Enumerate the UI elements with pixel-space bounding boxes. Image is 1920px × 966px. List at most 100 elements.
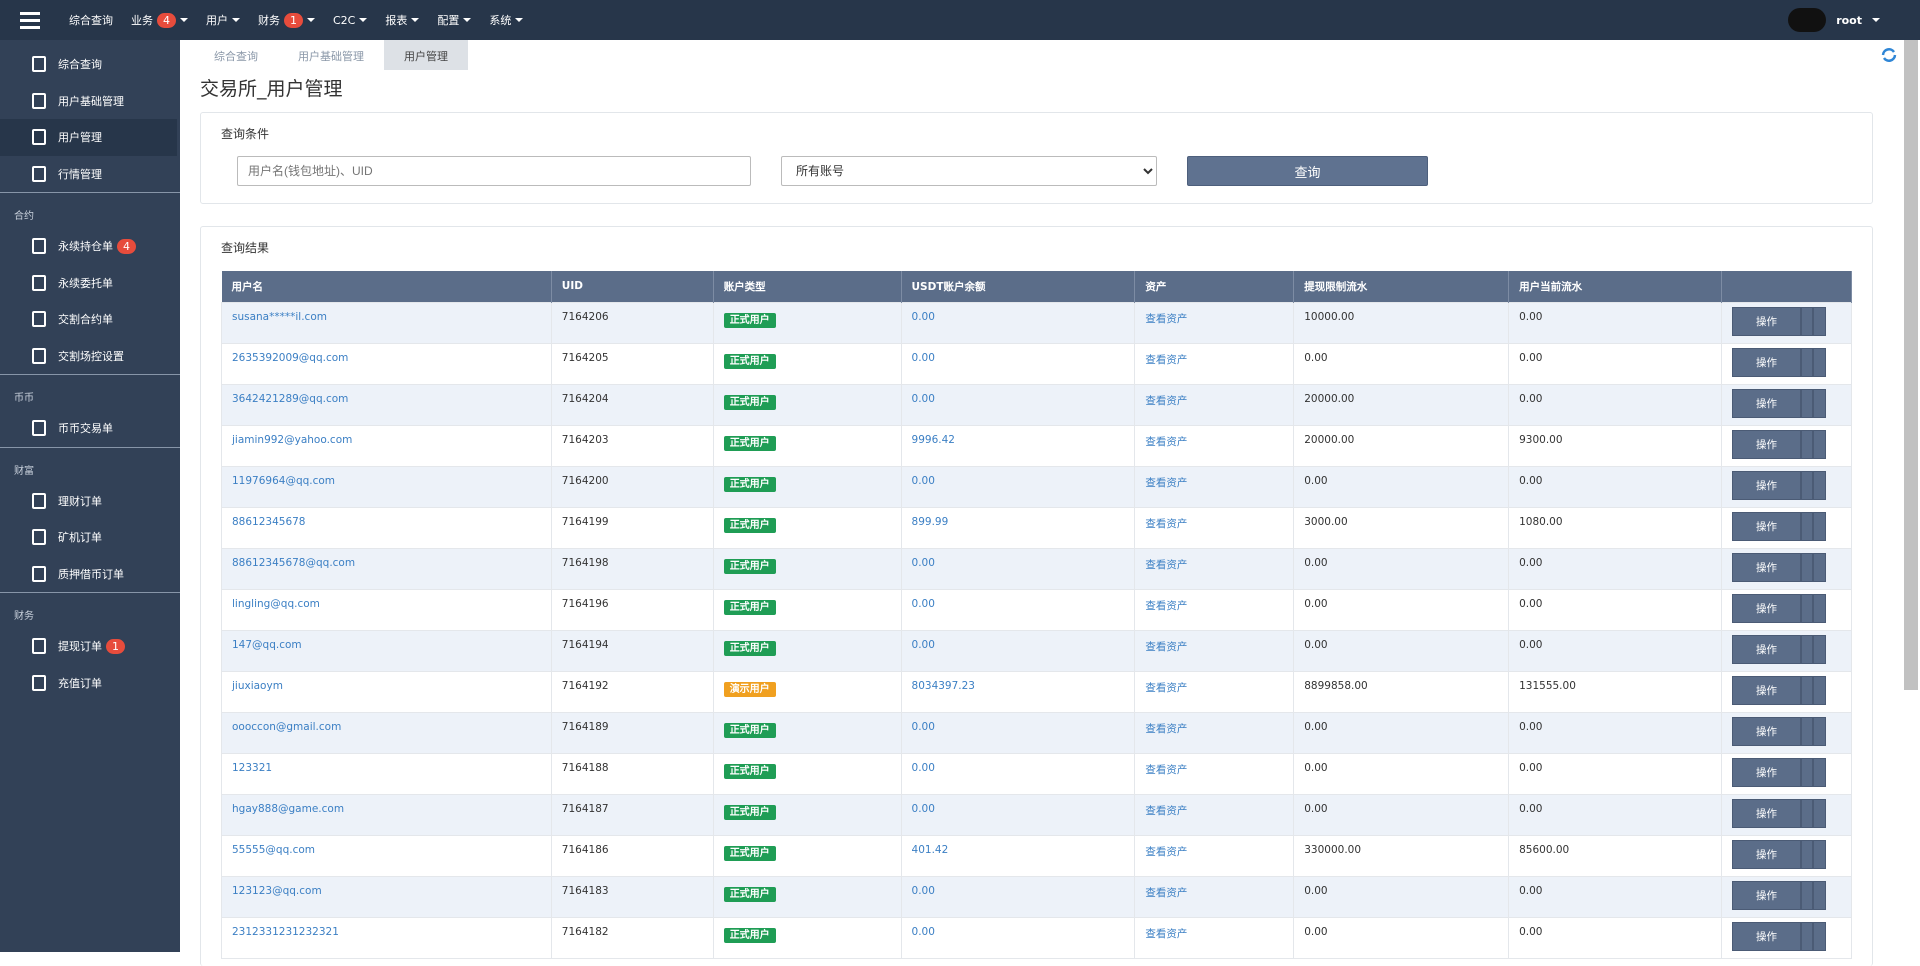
asset-link[interactable]: 查看资产 xyxy=(1134,424,1295,467)
balance[interactable]: 899.99 xyxy=(900,506,1136,549)
asset-link[interactable]: 查看资产 xyxy=(1134,506,1295,549)
menu-item[interactable]: 用户基础管理 xyxy=(0,83,180,120)
menu-item[interactable]: 充值订单 xyxy=(0,665,180,702)
refresh[interactable] xyxy=(1880,46,1898,64)
action-button[interactable]: 操作 xyxy=(1731,388,1801,418)
balance[interactable]: 0.00 xyxy=(900,465,1136,508)
asset-link[interactable]: 查看资产 xyxy=(1134,301,1295,344)
username[interactable]: 88612345678@qq.com xyxy=(221,547,552,590)
balance[interactable]: 0.00 xyxy=(900,342,1136,385)
menu-item[interactable]: 综合查询 xyxy=(0,46,180,83)
action-button[interactable]: 操作 xyxy=(1731,593,1801,623)
username[interactable]: hgay888@game.com xyxy=(221,793,552,836)
menu-item[interactable]: 理财订单 xyxy=(0,483,180,520)
nav-item[interactable]: 财务 1 xyxy=(249,12,324,28)
username[interactable]: 88612345678 xyxy=(221,506,552,549)
username[interactable]: 147@qq.com xyxy=(221,629,552,672)
nav-item[interactable]: C2C xyxy=(324,12,376,28)
username[interactable]: susana*****il.com xyxy=(221,301,552,344)
asset-link[interactable]: 查看资产 xyxy=(1134,875,1295,918)
action-dropdown[interactable] xyxy=(1800,347,1826,377)
balance[interactable]: 0.00 xyxy=(900,383,1136,426)
action-button[interactable]: 操作 xyxy=(1731,347,1801,377)
chat-icon[interactable] xyxy=(1788,8,1827,32)
username[interactable]: 2635392009@qq.com xyxy=(221,342,552,385)
action-button[interactable]: 操作 xyxy=(1731,511,1801,541)
account-select[interactable]: 所有账号 xyxy=(781,156,1157,186)
username[interactable]: 55555@qq.com xyxy=(221,834,552,877)
action-button[interactable]: 操作 xyxy=(1731,552,1801,582)
action-button[interactable]: 操作 xyxy=(1731,880,1801,910)
nav-item[interactable]: 报表 xyxy=(376,12,428,28)
username[interactable]: oooccon@gmail.com xyxy=(221,711,552,754)
asset-link[interactable]: 查看资产 xyxy=(1134,793,1295,836)
action-dropdown[interactable] xyxy=(1800,716,1826,746)
asset-link[interactable]: 查看资产 xyxy=(1134,670,1295,713)
action-dropdown[interactable] xyxy=(1800,798,1826,828)
balance[interactable]: 401.42 xyxy=(900,834,1136,877)
asset-link[interactable]: 查看资产 xyxy=(1134,629,1295,672)
action-dropdown[interactable] xyxy=(1800,306,1826,336)
asset-link[interactable]: 查看资产 xyxy=(1134,752,1295,795)
balance[interactable]: 0.00 xyxy=(900,629,1136,672)
action-dropdown[interactable] xyxy=(1800,470,1826,500)
action-button[interactable]: 操作 xyxy=(1731,798,1801,828)
action-dropdown[interactable] xyxy=(1800,511,1826,541)
username[interactable]: jiuxiaoym xyxy=(221,670,552,713)
action-button[interactable]: 操作 xyxy=(1731,757,1801,787)
menu-item[interactable]: 矿机订单 xyxy=(0,519,180,556)
asset-link[interactable]: 查看资产 xyxy=(1134,588,1295,631)
action-dropdown[interactable] xyxy=(1800,593,1826,623)
balance[interactable]: 0.00 xyxy=(900,711,1136,754)
username[interactable]: jiamin992@yahoo.com xyxy=(221,424,552,467)
search-input[interactable] xyxy=(237,156,751,186)
menu-item[interactable]: 行情管理 xyxy=(0,156,180,193)
menu-item[interactable]: 永续委托单 xyxy=(0,265,180,302)
balance[interactable]: 0.00 xyxy=(900,547,1136,590)
username[interactable]: 11976964@qq.com xyxy=(221,465,552,508)
user-menu[interactable]: root xyxy=(1788,8,1880,32)
username[interactable]: 123321 xyxy=(221,752,552,795)
action-dropdown[interactable] xyxy=(1800,634,1826,664)
balance[interactable]: 0.00 xyxy=(900,752,1136,795)
action-button[interactable]: 操作 xyxy=(1731,716,1801,746)
action-button[interactable]: 操作 xyxy=(1731,839,1801,869)
action-dropdown[interactable] xyxy=(1800,839,1826,869)
asset-link[interactable]: 查看资产 xyxy=(1134,342,1295,385)
action-button[interactable]: 操作 xyxy=(1731,634,1801,664)
nav-item[interactable]: 系统 xyxy=(480,12,532,28)
menu-item[interactable]: 质押借币订单 xyxy=(0,556,180,593)
action-dropdown[interactable] xyxy=(1800,675,1826,705)
username[interactable]: lingling@qq.com xyxy=(221,588,552,631)
menu-toggle[interactable] xyxy=(0,0,60,40)
menu-item[interactable]: 提现订单 1 xyxy=(0,628,180,665)
menu-item[interactable]: 永续持仓单 4 xyxy=(0,228,180,265)
balance[interactable]: 8034397.23 xyxy=(900,670,1136,713)
asset-link[interactable]: 查看资产 xyxy=(1134,834,1295,877)
action-dropdown[interactable] xyxy=(1800,429,1826,459)
balance[interactable]: 0.00 xyxy=(900,793,1136,836)
action-button[interactable]: 操作 xyxy=(1731,921,1801,951)
asset-link[interactable]: 查看资产 xyxy=(1134,711,1295,754)
username[interactable]: 123123@qq.com xyxy=(221,875,552,918)
nav-item[interactable]: 用户 xyxy=(197,12,249,28)
action-button[interactable]: 操作 xyxy=(1731,675,1801,705)
menu-item[interactable]: 用户管理 xyxy=(0,119,177,156)
balance[interactable]: 0.00 xyxy=(900,301,1136,344)
tab[interactable]: 用户基础管理 xyxy=(298,50,364,63)
username[interactable]: 3642421289@qq.com xyxy=(221,383,552,426)
asset-link[interactable]: 查看资产 xyxy=(1134,465,1295,508)
action-dropdown[interactable] xyxy=(1800,880,1826,910)
menu-item[interactable]: 交割场控设置 xyxy=(0,338,180,375)
search-button[interactable]: 查询 xyxy=(1187,156,1428,186)
action-button[interactable]: 操作 xyxy=(1731,429,1801,459)
nav-item[interactable]: 综合查询 xyxy=(60,12,122,28)
balance[interactable]: 9996.42 xyxy=(900,424,1136,467)
action-dropdown[interactable] xyxy=(1800,552,1826,582)
action-button[interactable]: 操作 xyxy=(1731,470,1801,500)
action-dropdown[interactable] xyxy=(1800,388,1826,418)
tab[interactable]: 综合查询 xyxy=(214,50,258,63)
asset-link[interactable]: 查看资产 xyxy=(1134,547,1295,590)
tab[interactable]: 用户管理 xyxy=(384,40,468,70)
asset-link[interactable]: 查看资产 xyxy=(1134,383,1295,426)
